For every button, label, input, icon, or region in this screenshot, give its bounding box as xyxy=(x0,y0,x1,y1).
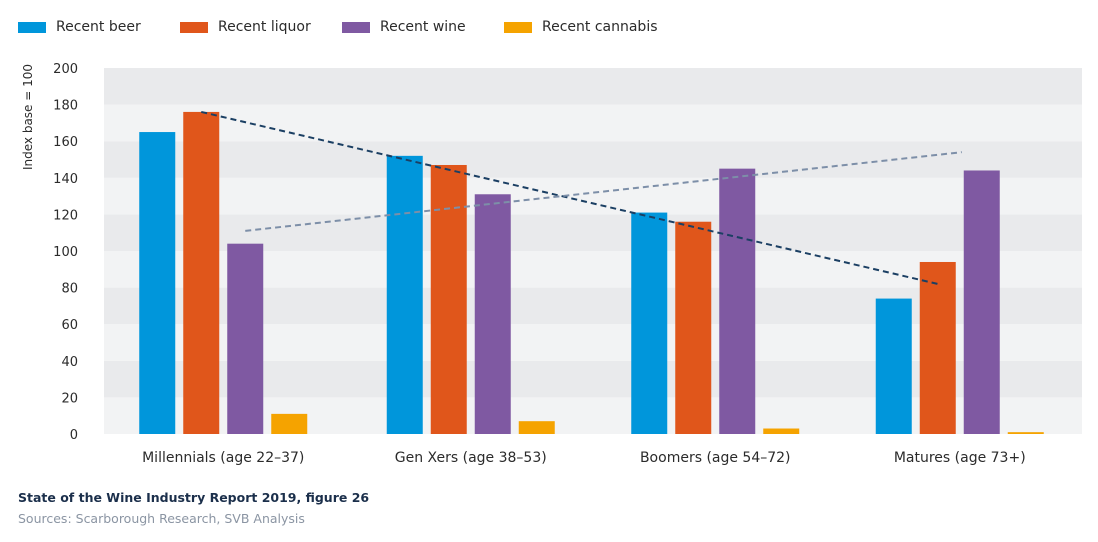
trendline-liquor xyxy=(201,110,938,285)
y-tick-label: 0 xyxy=(70,428,78,443)
legend-label-beer: Recent beer xyxy=(56,19,141,35)
grid-band xyxy=(104,324,1082,361)
y-tick-label: 100 xyxy=(53,245,78,260)
legend-item-cannabis: Recent cannabis xyxy=(504,16,658,38)
legend-label-liquor: Recent liquor xyxy=(218,19,311,35)
legend-swatch-wine xyxy=(342,21,370,33)
grid-band xyxy=(104,141,1082,178)
bar-wine xyxy=(474,194,511,434)
bar-beer xyxy=(139,132,176,435)
grid-band xyxy=(104,104,1082,142)
y-tick-label: 60 xyxy=(61,318,78,333)
trendline-wine xyxy=(245,151,962,232)
x-category-label: Gen Xers (age 38–53) xyxy=(395,450,547,466)
bar-cannabis xyxy=(1007,432,1044,434)
bar-beer xyxy=(875,298,912,434)
grid-band xyxy=(104,251,1082,288)
bar-beer xyxy=(631,212,668,434)
trendlines-group xyxy=(201,110,962,285)
y-tick-label: 140 xyxy=(53,172,78,187)
legend-swatch-liquor xyxy=(180,21,208,33)
bar-liquor xyxy=(430,164,467,435)
y-tick-label: 160 xyxy=(53,135,78,150)
x-category-label: Boomers (age 54–72) xyxy=(640,450,791,466)
y-tick-label: 180 xyxy=(53,99,78,114)
bars-group xyxy=(139,111,1044,435)
bar-wine xyxy=(227,243,264,434)
grid-bands xyxy=(104,68,1082,434)
grid-band xyxy=(104,287,1082,325)
bar-cannabis xyxy=(518,421,555,434)
bar-cannabis xyxy=(271,413,308,434)
y-axis-ticks: 0 20 40 60 80 100 120 140 160 180 200 xyxy=(53,62,78,443)
x-category-label: Millennials (age 22–37) xyxy=(142,450,304,466)
bar-wine xyxy=(963,170,1000,435)
bar-liquor xyxy=(183,111,220,435)
y-tick-label: 200 xyxy=(53,62,78,77)
bar-chart: 0 20 40 60 80 100 120 140 160 180 200 Index base =… xyxy=(21,62,1082,466)
bar-cannabis xyxy=(763,428,800,434)
y-axis-title: Index base = 100 xyxy=(21,64,35,170)
legend-swatch-beer xyxy=(18,21,46,33)
footer-source: Sources: Scarborough Research, SVB Analy… xyxy=(18,511,305,526)
legend-swatch-cannabis xyxy=(504,21,532,33)
legend-label-cannabis: Recent cannabis xyxy=(542,19,658,35)
x-axis-categories: Millennials (age 22–37) Gen Xers (age 38–… xyxy=(142,450,1026,466)
legend-item-beer: Recent beer xyxy=(18,16,141,38)
chart-legend: Recent beer Recent liquor Recent wine Re… xyxy=(18,16,1078,38)
y-tick-label: 20 xyxy=(61,391,78,406)
grid-band xyxy=(104,214,1082,251)
bar-beer xyxy=(386,155,423,434)
x-category-label: Matures (age 73+) xyxy=(894,450,1026,466)
y-tick-label: 40 xyxy=(61,355,78,370)
legend-label-wine: Recent wine xyxy=(380,19,466,35)
bar-wine xyxy=(719,168,756,434)
y-tick-label: 120 xyxy=(53,208,78,223)
y-tick-label: 80 xyxy=(61,282,78,297)
bar-liquor xyxy=(675,221,712,434)
grid-band xyxy=(104,177,1082,215)
bar-liquor xyxy=(919,261,956,434)
grid-band xyxy=(104,397,1082,434)
grid-band xyxy=(104,360,1082,398)
footer-title: State of the Wine Industry Report 2019, … xyxy=(18,490,370,505)
legend-item-wine: Recent wine xyxy=(342,16,466,38)
legend-item-liquor: Recent liquor xyxy=(180,16,311,38)
grid-band xyxy=(104,68,1082,105)
